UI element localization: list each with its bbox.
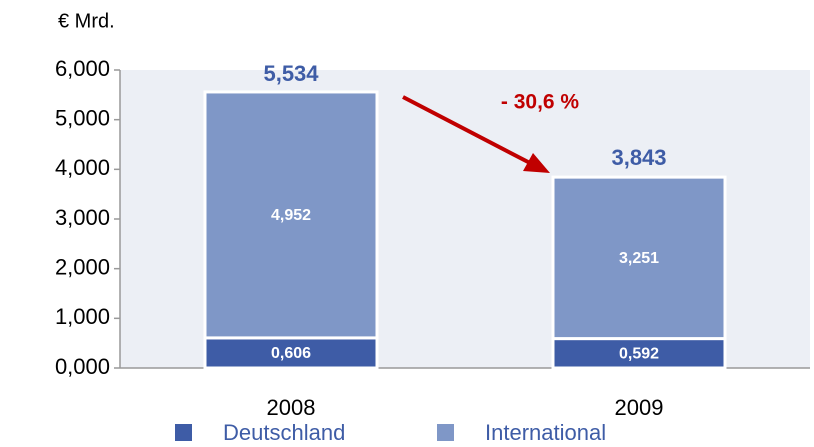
value-label: 4,952 [271,207,311,224]
bar-segment [203,90,379,340]
y-axis-label: € Mrd. [58,10,115,32]
value-label: 0,606 [271,345,311,362]
total-label: 5,534 [263,61,319,86]
y-tick-label: 6,000 [55,56,110,81]
x-tick-label: 2009 [615,395,664,420]
total-label: 3,843 [611,145,666,170]
arrow-head [523,153,550,173]
y-tick-label: 3,000 [55,205,110,230]
legend-label: International [485,420,606,445]
arrow-line [402,95,531,165]
bar-segment [551,337,727,370]
bar-segment [551,175,727,341]
value-label: 3,251 [619,250,659,267]
change-annotation: - 30,6 % [501,91,580,114]
value-label: 0,592 [619,346,659,363]
y-tick-label: 0,000 [55,354,110,379]
y-tick-label: 2,000 [55,254,110,279]
legend-swatch [437,424,454,441]
y-tick-label: 1,000 [55,304,110,329]
y-tick-label: 5,000 [55,105,110,130]
y-tick-label: 4,000 [55,155,110,180]
x-tick-label: 2008 [267,395,316,420]
legend-swatch [175,424,192,441]
bar-segment [203,336,379,370]
legend-label: Deutschland [223,420,345,445]
